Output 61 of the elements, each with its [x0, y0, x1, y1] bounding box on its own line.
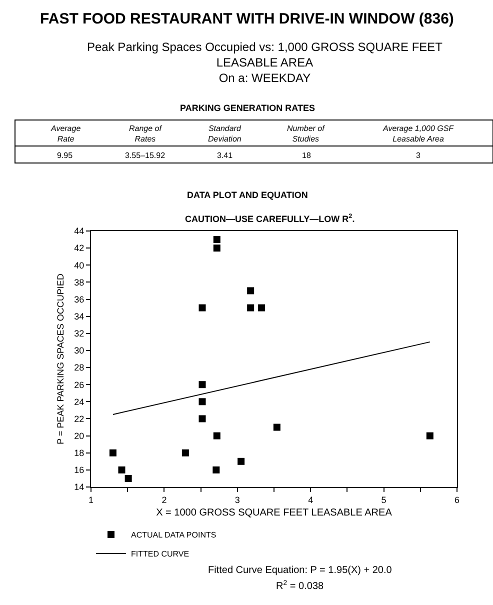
y-tick-label: 38 — [74, 277, 84, 288]
y-tick-label: 42 — [74, 243, 84, 254]
x-axis-title: X = 1000 GROSS SQUARE FEET LEASABLE AREA — [156, 507, 392, 518]
text: Range of Rates — [129, 124, 162, 144]
legend-label: FITTED CURVE — [131, 550, 190, 559]
text: 9.95 — [57, 151, 74, 160]
y-tick-label: 30 — [74, 346, 84, 356]
point — [213, 244, 220, 252]
y-tick-label: 44 — [74, 226, 84, 236]
y-tick-label: 36 — [74, 294, 84, 304]
x-tick-label: 1 — [88, 494, 94, 505]
point — [247, 304, 254, 312]
point — [247, 287, 254, 294]
point — [109, 449, 116, 456]
text: Number of Studies — [287, 124, 326, 144]
chart-title: FAST FOOD RESTAURANT WITH DRIVE-IN WINDOW (836) — [40, 10, 454, 28]
text: Average 1,000 GSF Leasable Area — [382, 124, 455, 144]
text: CAUTION—USE CAREFULLY—LOW R$^{2}$. — [185, 213, 355, 224]
y-tick-label: 22 — [74, 414, 84, 424]
point — [258, 304, 266, 312]
point — [238, 458, 245, 465]
text: Average Rate — [50, 124, 82, 144]
y-tick-label: 24 — [74, 396, 84, 407]
text: Fitted Curve Equation: P = 1.95(X) + 20.0 — [208, 565, 392, 576]
y-axis-title: P = PEAK PARKING SPACES OCCUPIED — [56, 273, 66, 444]
x-tick-label: 3 — [234, 494, 240, 505]
text: 3.55–15.92 — [125, 151, 166, 160]
y-tick-label: 18 — [74, 448, 84, 458]
y-tick-label: 32 — [74, 328, 84, 339]
point — [124, 474, 132, 482]
text: PARKING GENERATION RATES — [180, 103, 316, 113]
point — [182, 449, 189, 456]
point — [198, 415, 206, 422]
point — [198, 381, 206, 388]
point — [213, 236, 220, 244]
y-tick-label: 26 — [74, 380, 84, 390]
point — [426, 432, 434, 440]
text: 3 — [416, 151, 421, 160]
y-tick-label: 34 — [74, 311, 84, 322]
text: Standard Deviation — [208, 124, 242, 144]
point — [212, 466, 220, 474]
legend-label: ACTUAL DATA POINTS — [131, 530, 216, 540]
x-tick-label: 4 — [308, 494, 314, 505]
point — [198, 304, 206, 312]
point — [198, 398, 206, 406]
y-tick-label: 40 — [74, 260, 84, 270]
x-tick-label: 5 — [381, 494, 386, 505]
y-tick-label: 28 — [74, 362, 84, 373]
text: 3.41 — [217, 151, 234, 160]
chart-subtitle: Peak Parking Spaces Occupied vs: 1,000 GROSS SQUARE FEET LEASABLE AREA On a: WEEKDAY — [87, 40, 444, 86]
text: R$^{2}$ = 0.038 — [276, 580, 324, 592]
x-tick-label: 6 — [454, 494, 460, 505]
text: DATA PLOT AND EQUATION — [187, 190, 308, 200]
text: 18 — [302, 151, 312, 160]
point — [118, 466, 126, 474]
y-tick-label: 20 — [74, 430, 84, 441]
point — [273, 424, 280, 431]
y-tick-label: 14 — [74, 482, 84, 492]
point — [213, 432, 220, 440]
y-tick-label: 16 — [74, 465, 84, 476]
x-tick-label: 2 — [162, 494, 167, 505]
